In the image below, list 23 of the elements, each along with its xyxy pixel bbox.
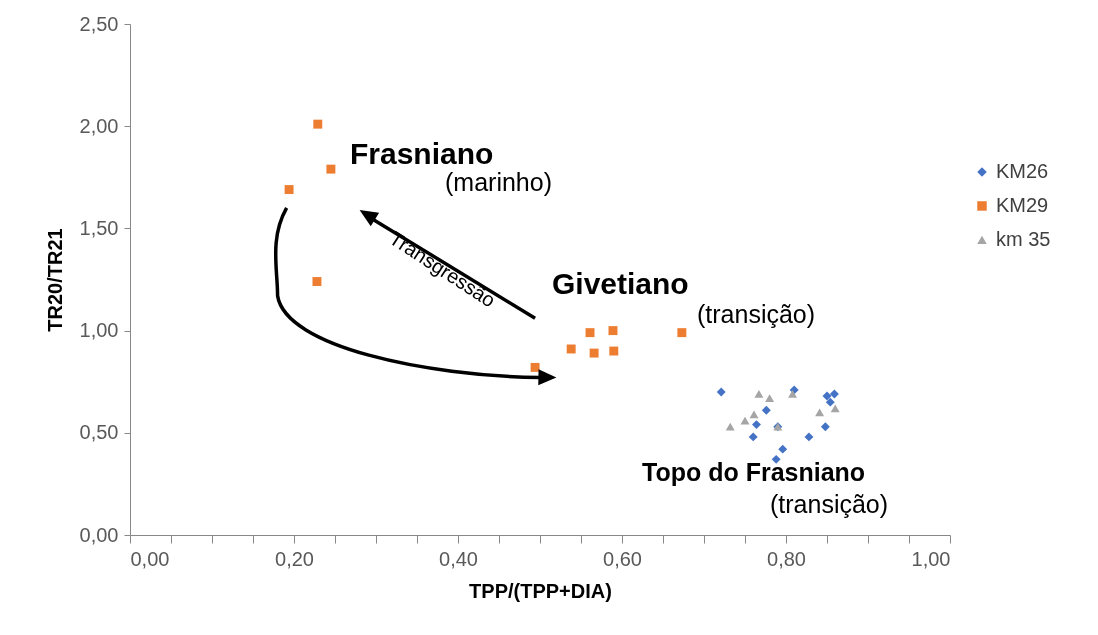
y-tick-label: 2,50 bbox=[79, 12, 119, 35]
y-tick-label: 1,00 bbox=[79, 319, 119, 342]
y-tick-label: 2,00 bbox=[79, 114, 119, 137]
annotation: (transição) bbox=[770, 490, 889, 518]
y-axis-title: TR20/TR21 bbox=[43, 228, 66, 332]
annotation: Topo do Frasniano bbox=[642, 458, 866, 486]
legend-label: KM29 bbox=[996, 193, 1049, 216]
x-axis-title: TPP/(TPP+DIA) bbox=[469, 579, 612, 602]
annotation: (transição) bbox=[697, 300, 816, 328]
x-tick-label: 0,80 bbox=[767, 547, 806, 570]
legend-label: KM26 bbox=[996, 159, 1049, 182]
x-tick-label: 0,20 bbox=[275, 547, 314, 570]
y-tick-label: 0,50 bbox=[79, 421, 119, 444]
x-tick-label: 0,40 bbox=[439, 547, 478, 570]
annotation: Givetiano bbox=[552, 267, 689, 300]
x-tick-label: 1,00 bbox=[911, 547, 951, 570]
y-tick-label: 1,50 bbox=[79, 216, 119, 239]
annotation: Frasniano bbox=[350, 137, 494, 170]
x-tick-label: 0,00 bbox=[130, 547, 170, 570]
legend-label: km 35 bbox=[996, 227, 1051, 250]
x-tick-label: 0,60 bbox=[603, 547, 642, 570]
y-tick-label: 0,00 bbox=[79, 523, 119, 546]
annotation: (marinho) bbox=[445, 168, 552, 196]
